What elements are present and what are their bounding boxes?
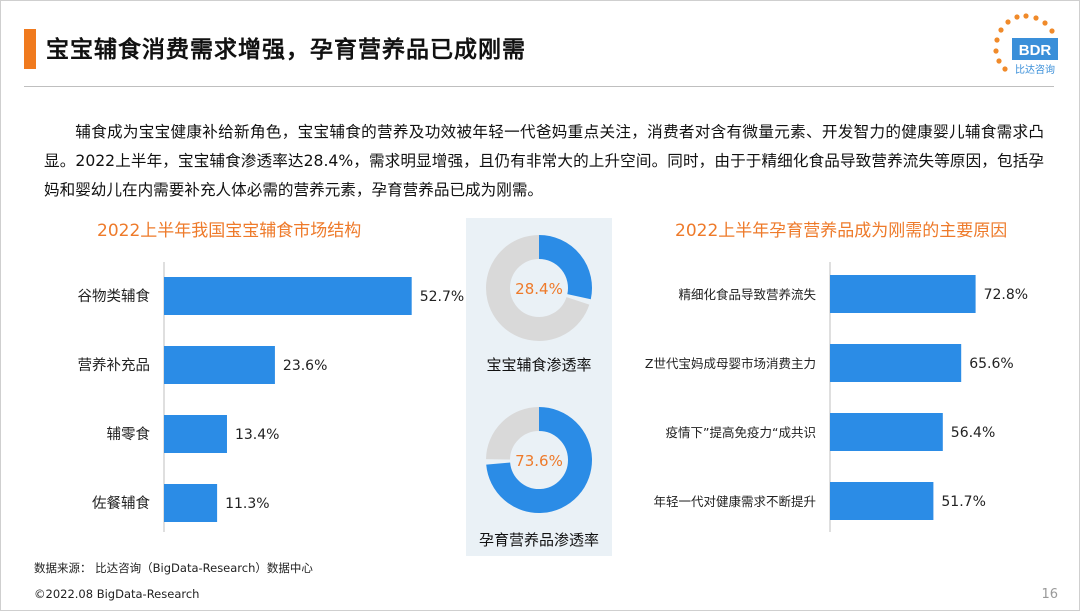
rigid-demand-value-label: 51.7% (941, 494, 985, 510)
infant-food-penetration-value-arc (538, 235, 592, 300)
market-structure-value-label: 52.7% (420, 289, 464, 305)
logo-badge (1012, 38, 1058, 60)
rigid-demand-reasons-bar-chart: 精细化食品导致营养流失 72.8% Z世代宝妈成母婴市场消费主力 65.6% 疫情下”提… (645, 262, 1028, 532)
rigid-demand-value-label: 72.8% (984, 287, 1028, 303)
rigid-demand-value-label: 65.6% (969, 356, 1013, 372)
copyright: ©2022.08 BigData-Research (34, 587, 200, 601)
market-structure-value-label: 13.4% (235, 427, 279, 443)
maternal-nutrition-penetration-donut: 73.6% (486, 407, 592, 513)
right-chart-title: 2022上半年孕育营养品成为刚需的主要原因 (675, 221, 1008, 241)
logo-subtext: 比达咨询 (1015, 63, 1055, 76)
infant-food-penetration-value-label: 28.4% (515, 280, 563, 298)
market-structure-bar-chart: 谷物类辅食 52.7% 营养补充品 23.6% 辅零食 13.4% 佐餐辅食 11.3% (78, 262, 464, 532)
intro-paragraph: 辅食成为宝宝健康补给新角色，宝宝辅食的营养及功效被年轻一代爸妈重点关注，消费者对… (44, 123, 1044, 199)
market-structure-bar (164, 484, 218, 522)
market-structure-category-label: 辅零食 (107, 426, 151, 443)
data-source: 数据来源： 比达咨询（BigData-Research）数据中心 (34, 561, 313, 575)
maternal-nutrition-penetration-value-label: 73.6% (515, 452, 563, 470)
title-divider (24, 86, 1054, 87)
rigid-demand-bar (830, 413, 943, 451)
logo-text: BDR (1019, 42, 1052, 59)
market-structure-value-label: 11.3% (225, 496, 269, 512)
rigid-demand-category-label: Z世代宝妈成母婴市场消费主力 (645, 356, 816, 371)
rigid-demand-bar (830, 344, 962, 382)
page-title: 宝宝辅食消费需求增强，孕育营养品已成刚需 (46, 37, 526, 63)
market-structure-category-label: 佐餐辅食 (92, 495, 150, 512)
logo-dot-ring (993, 13, 1055, 72)
page-number: 16 (1041, 587, 1058, 602)
maternal-nutrition-penetration-label: 孕育营养品渗透率 (478, 531, 599, 549)
title-accent-bar (24, 29, 36, 69)
market-structure-bar (164, 277, 412, 315)
infant-food-penetration-label: 宝宝辅食渗透率 (486, 356, 592, 374)
market-structure-value-label: 23.6% (283, 358, 327, 374)
rigid-demand-bar (830, 275, 976, 313)
bdr-logo: BDR 比达咨询 (993, 13, 1058, 76)
infant-food-penetration-donut: 28.4% (486, 235, 592, 341)
rigid-demand-category-label: 年轻一代对健康需求不断提升 (653, 494, 816, 509)
maternal-nutrition-penetration-value-arc (486, 407, 592, 513)
rigid-demand-bar (830, 482, 934, 520)
rigid-demand-category-label: 精细化食品导致营养流失 (678, 287, 816, 302)
rigid-demand-value-label: 56.4% (951, 425, 995, 441)
market-structure-category-label: 营养补充品 (78, 357, 151, 374)
market-structure-category-label: 谷物类辅食 (78, 288, 151, 305)
market-structure-bar (164, 415, 227, 453)
maternal-nutrition-penetration-track-arc (486, 407, 540, 461)
left-chart-title: 2022上半年我国宝宝辅食市场结构 (97, 221, 362, 241)
market-structure-bar (164, 346, 275, 384)
rigid-demand-category-label: 疫情下”提高免疫力“成共识 (666, 425, 816, 440)
infant-food-penetration-track-arc (486, 235, 590, 341)
